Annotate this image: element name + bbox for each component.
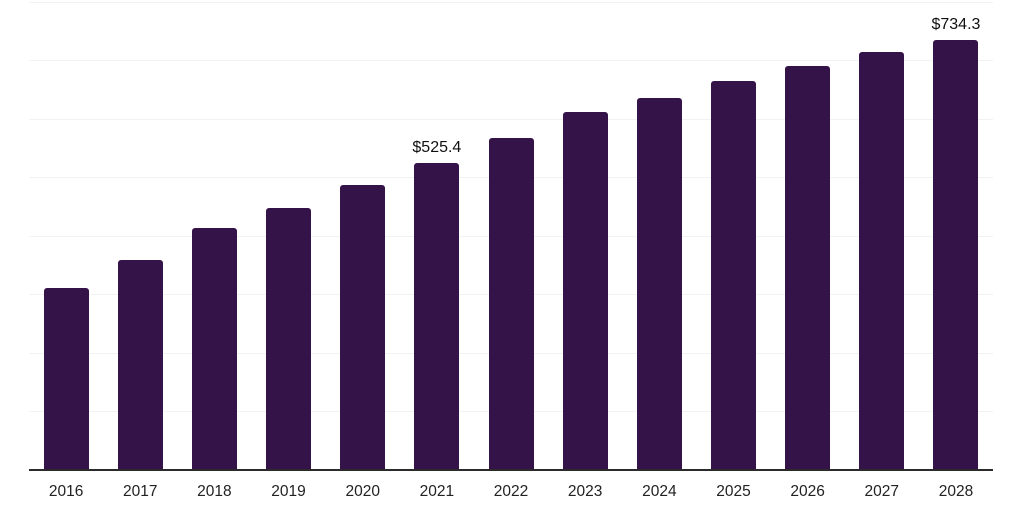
bar-2017 <box>117 260 163 470</box>
bar-slot-2023 <box>548 2 622 470</box>
x-tick-label-2019: 2019 <box>271 483 306 500</box>
x-axis-tick-labels: 2016 2017 2018 2019 2020 2021 2022 2023 2024 2025… <box>29 484 993 500</box>
x-tick-label-2023: 2023 <box>567 483 603 500</box>
x-tick-label-2017: 2017 <box>122 483 158 500</box>
bar-slot-2018 <box>177 2 251 470</box>
x-axis-line <box>29 469 993 471</box>
bar-2020 <box>340 185 386 470</box>
bar-slot-2027 <box>845 2 919 470</box>
bar-slot-2021: $525.4 <box>400 2 474 470</box>
gridline-800 <box>29 1 993 3</box>
gridline-700 <box>29 60 993 61</box>
x-tick-label-2026: 2026 <box>790 483 825 500</box>
x-tick-label-2022: 2022 <box>493 483 529 500</box>
bar-2018 <box>191 227 237 470</box>
x-tick-label-2018: 2018 <box>197 483 232 500</box>
x-tick-label-2024: 2024 <box>642 483 677 500</box>
x-tick-label-2016: 2016 <box>48 483 84 500</box>
bar-2028 <box>933 40 979 470</box>
bar-2026 <box>785 66 831 470</box>
data-label-2021: $525.4 <box>412 138 462 156</box>
x-tick-label-2020: 2020 <box>345 483 380 500</box>
x-tick-label-2028: 2028 <box>938 483 974 500</box>
bar-slot-2024 <box>622 2 696 470</box>
gridline-600 <box>29 118 993 120</box>
bar-slot-2020 <box>326 2 400 470</box>
bar-2027 <box>859 52 905 470</box>
x-tick-label-2027: 2027 <box>864 483 900 500</box>
bar-2024 <box>636 97 682 470</box>
plot-area: $525.4 $734.3 <box>29 1 993 471</box>
x-tick-label-2025: 2025 <box>716 483 751 500</box>
bar-slot-2016 <box>29 2 103 470</box>
bar-2021 <box>414 162 460 470</box>
bar-slot-2022 <box>474 2 548 470</box>
bar-2019 <box>266 207 312 470</box>
data-label-2028: $734.3 <box>931 16 981 34</box>
bar-slot-2028: $734.3 <box>919 2 993 470</box>
bar-2025 <box>710 80 756 470</box>
bar-2016 <box>43 288 89 470</box>
bar-slot-2017 <box>103 2 177 470</box>
bar-2023 <box>562 111 608 470</box>
bar-slot-2025 <box>696 2 770 470</box>
bar-2022 <box>488 138 534 470</box>
bar-slot-2026 <box>771 2 845 470</box>
bar-series: $525.4 $734.3 <box>29 2 993 470</box>
x-tick-label-2021: 2021 <box>419 483 455 500</box>
bar-slot-2019 <box>251 2 325 470</box>
